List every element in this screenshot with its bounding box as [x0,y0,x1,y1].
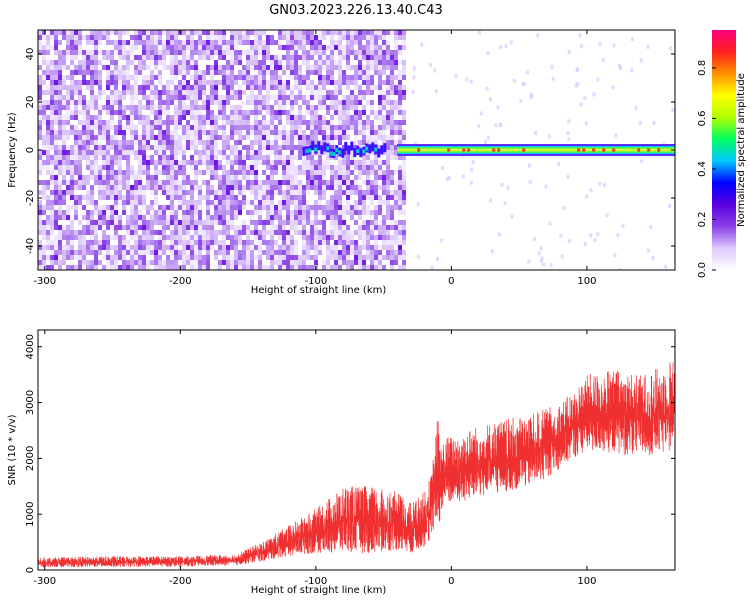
x-axis-label: Height of straight line (km) [251,585,387,596]
x-axis-label: Height of straight line (km) [251,285,387,296]
x-tick-label: -200 [169,276,192,287]
signal-blob [302,141,387,158]
x-tick-label: -300 [33,276,56,287]
colorbar-tick-label: 0.2 [697,212,708,228]
sparse-cells [404,30,675,270]
y-axis-label: Frequency (Hz) [7,112,18,188]
snr-chart: -300 -200 -100 0 10001000200030004000Height … [7,329,676,596]
y-tick-label: 2000 [25,446,36,471]
colorbar-label: Normalized spectral amplitude [736,73,747,227]
noise-cells [38,30,406,270]
x-tick-label: -300 [33,576,56,587]
colorbar-tick-label: 0.4 [697,161,708,177]
y-tick-label: 40 [25,48,36,61]
plot-frame [37,329,676,571]
signal-band [397,144,675,156]
x-tick-label: -100 [304,576,327,587]
x-tick-label: -200 [169,576,192,587]
spectrogram-area [38,30,675,270]
x-tick-label: 0 [448,576,454,587]
colorbar-tick-label: 0.8 [697,60,708,76]
colorbar: 0.0 0.2 0.4 0.6 0.8 Normalized spectral ampli… [697,30,747,278]
x-tick-label: 0 [448,276,454,287]
x-tick-label: 100 [577,576,596,587]
y-tick-label: -20 [25,190,36,206]
y-tick-label: 0 [25,567,36,573]
y-axis-label: SNR (10 * v/v) [7,414,18,485]
y-tick-label: 3000 [25,390,36,415]
colorbar-tick-label: 0.0 [697,262,708,278]
snr-series-line [38,362,675,568]
y-tick-label: 0 [25,147,36,153]
y-tick-label: 4000 [25,334,36,359]
colorbar-tick-label: 0.6 [697,110,708,126]
figure-title: GN03.2023.226.13.40.C43 [269,3,443,18]
y-tick-label: 1000 [25,501,36,526]
y-tick-label: 20 [25,96,36,109]
colorbar-gradient [712,30,736,270]
x-tick-label: 100 [577,276,596,287]
x-tick-label: -100 [304,276,327,287]
y-tick-label: -40 [25,238,36,254]
